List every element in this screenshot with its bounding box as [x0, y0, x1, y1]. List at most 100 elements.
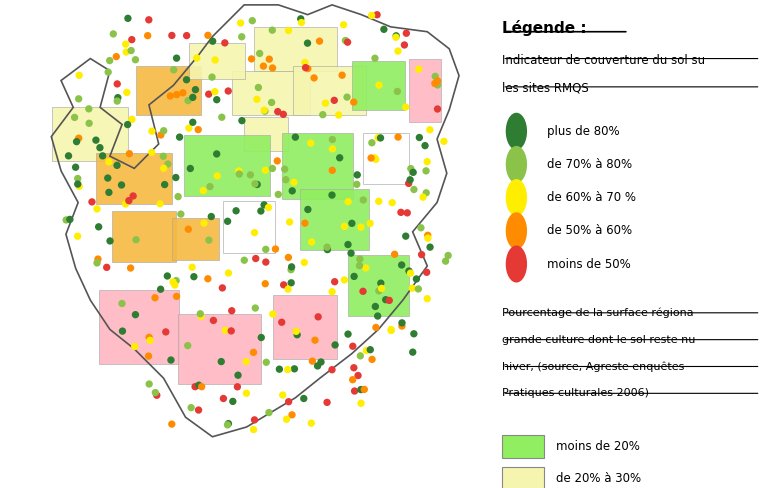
Point — [326, 145, 338, 153]
Point — [122, 121, 134, 128]
Point — [373, 287, 385, 295]
Point — [326, 191, 338, 199]
Point — [129, 56, 141, 63]
Point — [429, 72, 441, 80]
Point — [408, 185, 420, 193]
Point — [72, 95, 85, 103]
Point — [158, 164, 170, 172]
Point — [380, 296, 392, 304]
Point — [298, 395, 310, 403]
Point — [90, 136, 102, 144]
Point — [236, 117, 248, 124]
Point — [371, 312, 384, 320]
Point — [421, 268, 433, 276]
Point — [277, 391, 289, 399]
Point — [398, 41, 411, 49]
Point — [284, 218, 296, 226]
Bar — [232, 71, 310, 115]
Point — [103, 158, 115, 166]
Point — [201, 275, 214, 283]
Point — [403, 267, 415, 275]
Point — [439, 257, 451, 265]
Circle shape — [506, 245, 527, 283]
Point — [122, 15, 134, 22]
Point — [233, 170, 245, 178]
Text: de 60% à 70 %: de 60% à 70 % — [548, 191, 636, 204]
Point — [249, 180, 261, 188]
Point — [73, 71, 85, 79]
Text: Légende :: Légende : — [502, 20, 587, 36]
Point — [72, 232, 84, 240]
Point — [313, 37, 325, 45]
Point — [259, 280, 271, 287]
Point — [358, 386, 371, 393]
Bar — [189, 43, 245, 79]
Point — [235, 19, 247, 27]
Point — [83, 120, 95, 127]
Point — [354, 255, 366, 263]
Point — [338, 21, 350, 29]
Point — [277, 110, 289, 118]
Point — [365, 154, 378, 162]
Point — [321, 245, 334, 253]
Point — [111, 80, 123, 88]
Point — [104, 57, 116, 64]
Point — [116, 300, 128, 307]
Point — [342, 241, 355, 248]
Point — [182, 225, 195, 233]
Point — [91, 205, 103, 213]
Point — [249, 304, 261, 312]
Point — [175, 210, 187, 218]
Point — [348, 272, 360, 280]
Point — [288, 365, 301, 373]
Point — [72, 180, 84, 188]
Point — [366, 355, 378, 363]
Point — [171, 54, 183, 62]
Point — [414, 224, 427, 232]
Point — [390, 33, 402, 41]
Point — [263, 408, 275, 416]
Point — [248, 348, 260, 356]
Point — [158, 127, 170, 135]
Point — [248, 416, 261, 424]
Point — [373, 198, 385, 205]
Point — [311, 362, 324, 370]
Point — [170, 277, 182, 285]
Point — [73, 183, 85, 190]
Point — [305, 139, 317, 147]
Point — [364, 346, 376, 354]
Point — [281, 415, 293, 423]
Point — [92, 255, 104, 263]
Point — [258, 106, 271, 114]
Bar — [293, 66, 366, 115]
Point — [165, 420, 178, 428]
Point — [400, 103, 412, 111]
Point — [299, 59, 311, 66]
Point — [102, 174, 114, 182]
Point — [338, 223, 351, 230]
Bar — [502, 435, 544, 458]
Point — [282, 398, 295, 406]
Point — [395, 261, 408, 269]
Point — [419, 142, 431, 149]
Bar — [254, 27, 337, 71]
Point — [125, 36, 138, 43]
Point — [406, 285, 418, 292]
Point — [341, 38, 354, 46]
Point — [442, 251, 454, 259]
Point — [255, 334, 268, 342]
Point — [348, 98, 360, 106]
Point — [64, 216, 76, 224]
Point — [355, 223, 367, 231]
Point — [373, 81, 385, 89]
Point — [202, 90, 215, 98]
Point — [285, 279, 298, 287]
Point — [161, 272, 174, 280]
Point — [60, 216, 72, 224]
Point — [184, 164, 196, 172]
Point — [231, 383, 244, 391]
Point — [259, 166, 271, 174]
Bar — [172, 219, 218, 260]
Point — [278, 281, 290, 289]
Point — [92, 223, 105, 231]
